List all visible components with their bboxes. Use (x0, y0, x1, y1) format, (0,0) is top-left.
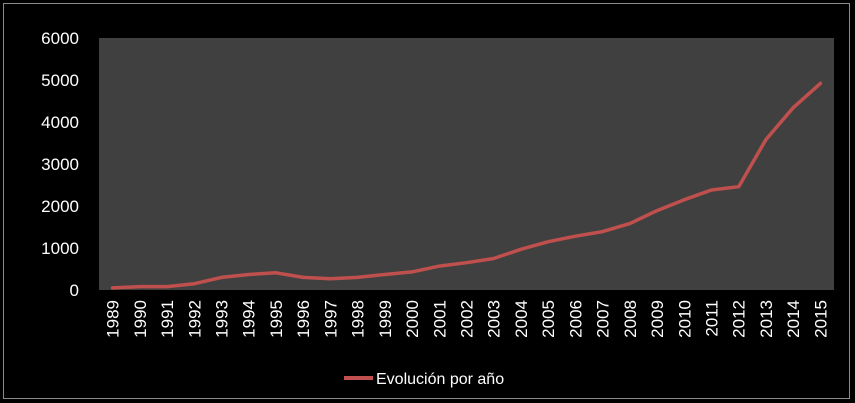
x-tick-label: 1994 (240, 300, 259, 338)
x-axis-ticks: 1989 1990 1991 1992 1993 1994 1995 1996 1997 1998… (104, 300, 831, 338)
x-tick-label: 1998 (349, 300, 368, 338)
x-tick-label: 2011 (703, 300, 722, 337)
x-tick-label: 1989 (104, 300, 123, 338)
x-tick-label: 2009 (648, 300, 667, 338)
plot-area (99, 38, 834, 290)
x-tick-label: 2012 (730, 300, 749, 338)
x-tick-label: 2000 (403, 300, 422, 338)
x-tick-label: 2014 (784, 300, 803, 338)
y-tick-label: 0 (70, 281, 79, 300)
x-tick-label: 1991 (158, 300, 177, 338)
x-tick-label: 2005 (539, 300, 558, 338)
x-tick-label: 2015 (811, 300, 830, 338)
series-group (110, 81, 823, 290)
y-axis-ticks: 0 1000 2000 3000 4000 5000 6000 (41, 29, 79, 300)
series-line (110, 81, 823, 290)
y-tick-label: 6000 (41, 29, 79, 48)
x-tick-label: 1995 (267, 300, 286, 338)
x-tick-label: 1996 (294, 300, 313, 338)
x-tick-label: 2006 (566, 300, 585, 338)
x-tick-label: 2007 (594, 300, 613, 338)
x-tick-label: 1992 (185, 300, 204, 338)
x-tick-label: 1990 (131, 300, 150, 338)
x-tick-label: 2013 (757, 300, 776, 338)
y-tick-label: 5000 (41, 71, 79, 90)
legend: Evolución por año (344, 371, 504, 388)
x-tick-label: 1997 (321, 300, 340, 338)
x-tick-label: 2003 (485, 300, 504, 338)
x-tick-label: 2008 (621, 300, 640, 338)
legend-label: Evolución por año (376, 371, 504, 388)
x-tick-label: 2004 (512, 300, 531, 338)
x-tick-label: 2001 (430, 300, 449, 338)
x-tick-label: 1993 (213, 300, 232, 338)
y-tick-label: 2000 (41, 197, 79, 216)
y-tick-label: 1000 (41, 239, 79, 258)
y-tick-label: 4000 (41, 113, 79, 132)
x-tick-label: 2002 (458, 300, 477, 338)
y-tick-label: 3000 (41, 155, 79, 174)
x-tick-label: 2010 (675, 300, 694, 338)
x-tick-label: 1999 (376, 300, 395, 338)
